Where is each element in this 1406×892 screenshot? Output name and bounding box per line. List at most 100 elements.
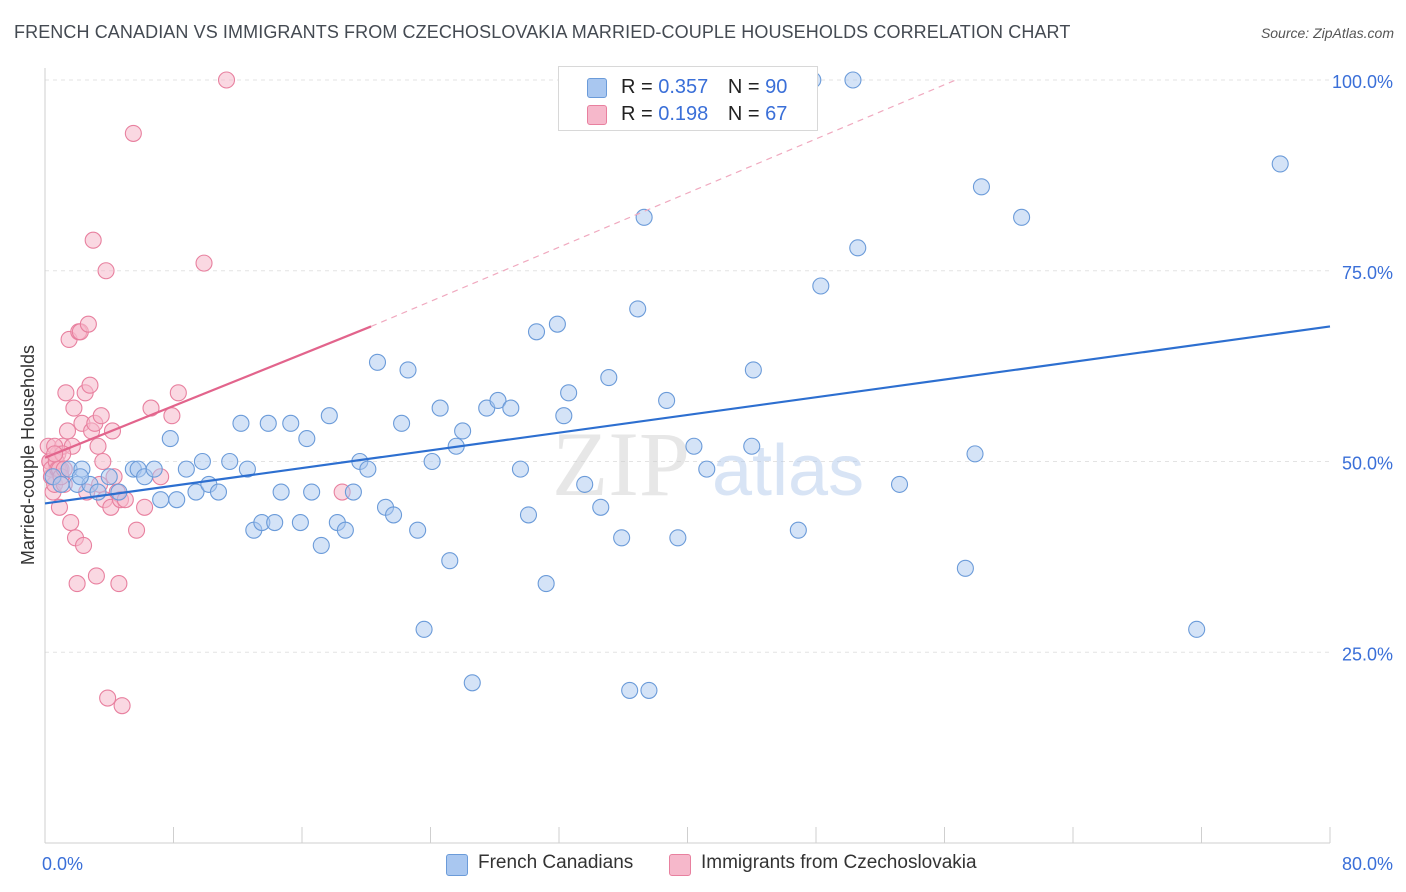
data-point-french-canadians bbox=[576, 475, 594, 493]
data-point-czechoslovakia bbox=[84, 231, 102, 249]
data-point-french-canadians bbox=[71, 468, 89, 486]
series-french-canadians-points bbox=[44, 71, 1289, 699]
legend-n-value: 67 bbox=[765, 103, 788, 125]
data-point-french-canadians bbox=[849, 239, 867, 257]
data-point-czechoslovakia bbox=[68, 575, 86, 593]
data-point-czechoslovakia bbox=[58, 422, 77, 440]
data-point-french-canadians bbox=[1188, 620, 1206, 638]
watermark-atlas: atlas bbox=[712, 431, 864, 511]
data-point-french-canadians bbox=[423, 452, 441, 471]
data-point-french-canadians bbox=[669, 529, 687, 547]
data-point-french-canadians bbox=[511, 460, 530, 478]
data-point-czechoslovakia bbox=[169, 384, 187, 402]
data-point-french-canadians bbox=[209, 483, 228, 501]
data-point-french-canadians bbox=[232, 414, 250, 432]
grid-lines bbox=[45, 79, 1330, 653]
data-point-czechoslovakia bbox=[217, 71, 236, 89]
data-point-french-canadians bbox=[409, 521, 427, 539]
data-point-czechoslovakia bbox=[113, 697, 131, 715]
trendline-czechoslovakia-extension bbox=[370, 79, 956, 328]
data-point-french-canadians bbox=[890, 475, 909, 493]
data-point-french-canadians bbox=[320, 407, 338, 425]
data-point-czechoslovakia bbox=[79, 315, 97, 333]
data-point-french-canadians bbox=[1013, 208, 1031, 226]
data-point-french-canadians bbox=[298, 430, 316, 448]
data-point-czechoslovakia bbox=[124, 124, 142, 142]
data-point-czechoslovakia bbox=[163, 407, 181, 425]
legend-label: French Canadians bbox=[478, 852, 634, 873]
legend-r-value: 0.198 bbox=[658, 103, 709, 125]
source-label: Source: ZipAtlas.com bbox=[1260, 25, 1394, 41]
legend-n-label: N = bbox=[727, 76, 760, 98]
data-point-french-canadians bbox=[193, 452, 211, 471]
data-point-french-canadians bbox=[621, 681, 639, 699]
legend-n-value: 90 bbox=[765, 76, 788, 98]
data-point-french-canadians bbox=[454, 422, 472, 440]
data-point-french-canadians bbox=[629, 300, 647, 318]
trend-lines bbox=[44, 79, 1331, 505]
data-point-french-canadians bbox=[789, 521, 807, 539]
y-tick-label: 100.0% bbox=[1332, 72, 1393, 92]
data-point-french-canadians bbox=[685, 437, 703, 455]
data-point-french-canadians bbox=[238, 460, 256, 478]
y-tick-label: 75.0% bbox=[1342, 263, 1393, 283]
data-point-french-canadians bbox=[698, 460, 716, 478]
data-point-czechoslovakia bbox=[89, 437, 107, 455]
data-point-french-canadians bbox=[336, 521, 354, 539]
x-tick-label-max: 80.0% bbox=[1342, 854, 1393, 874]
data-point-french-canadians bbox=[844, 71, 862, 89]
watermark-zip: ZIP bbox=[552, 413, 690, 515]
data-point-french-canadians bbox=[221, 452, 239, 471]
data-point-french-canadians bbox=[187, 483, 205, 501]
data-point-french-canadians bbox=[527, 323, 546, 341]
data-point-czechoslovakia bbox=[62, 513, 80, 532]
y-tick-label: 50.0% bbox=[1342, 454, 1393, 474]
data-point-french-canadians bbox=[152, 491, 170, 509]
data-point-french-canadians bbox=[555, 407, 573, 425]
data-point-french-canadians bbox=[312, 536, 330, 554]
data-point-french-canadians bbox=[537, 575, 555, 593]
chart-title: FRENCH CANADIAN VS IMMIGRANTS FROM CZECH… bbox=[14, 22, 1071, 42]
legend-swatch-pink bbox=[669, 854, 691, 876]
data-point-french-canadians bbox=[613, 529, 631, 547]
data-point-french-canadians bbox=[600, 369, 618, 387]
series-czechoslovakia-points bbox=[39, 71, 351, 715]
data-point-czechoslovakia bbox=[195, 254, 213, 272]
data-point-french-canadians bbox=[266, 513, 284, 532]
data-point-czechoslovakia bbox=[75, 536, 93, 554]
data-point-czechoslovakia bbox=[99, 689, 117, 707]
data-point-french-canadians bbox=[415, 620, 433, 638]
data-point-french-canadians bbox=[463, 674, 481, 692]
y-tick-labels: 25.0% 50.0% 75.0% 100.0% bbox=[1332, 72, 1393, 664]
data-point-french-canadians bbox=[640, 681, 658, 699]
data-point-french-canadians bbox=[502, 399, 520, 417]
legend-swatch-pink bbox=[587, 105, 607, 125]
data-point-french-canadians bbox=[291, 513, 309, 532]
legend-swatch-blue bbox=[587, 78, 607, 98]
data-point-french-canadians bbox=[344, 483, 362, 501]
data-point-french-canadians bbox=[145, 460, 163, 478]
data-point-french-canadians bbox=[560, 384, 578, 402]
data-point-czechoslovakia bbox=[92, 407, 110, 425]
legend-r-value: 0.357 bbox=[658, 76, 709, 98]
data-point-french-canadians bbox=[966, 445, 984, 463]
stats-legend: R = 0.357 N = 90 R = 0.198 N = 67 bbox=[558, 66, 818, 131]
data-point-french-canadians bbox=[743, 437, 761, 455]
data-point-french-canadians bbox=[168, 491, 186, 509]
trendline-french-canadians bbox=[44, 325, 1331, 505]
legend-r-label: R = bbox=[621, 76, 653, 98]
legend-r-label: R = bbox=[621, 103, 653, 125]
data-point-french-canadians bbox=[744, 361, 762, 379]
data-point-french-canadians bbox=[956, 559, 974, 577]
data-point-czechoslovakia bbox=[50, 498, 69, 516]
data-point-french-canadians bbox=[303, 483, 321, 501]
data-point-french-canadians bbox=[282, 414, 300, 432]
data-point-french-canadians bbox=[431, 399, 449, 417]
series-legend: French Canadians Immigrants from Czechos… bbox=[0, 852, 1406, 878]
data-point-czechoslovakia bbox=[128, 521, 146, 539]
data-point-french-canadians bbox=[385, 506, 403, 524]
data-point-french-canadians bbox=[635, 208, 653, 226]
data-point-french-canadians bbox=[177, 460, 195, 478]
data-point-czechoslovakia bbox=[65, 399, 83, 417]
